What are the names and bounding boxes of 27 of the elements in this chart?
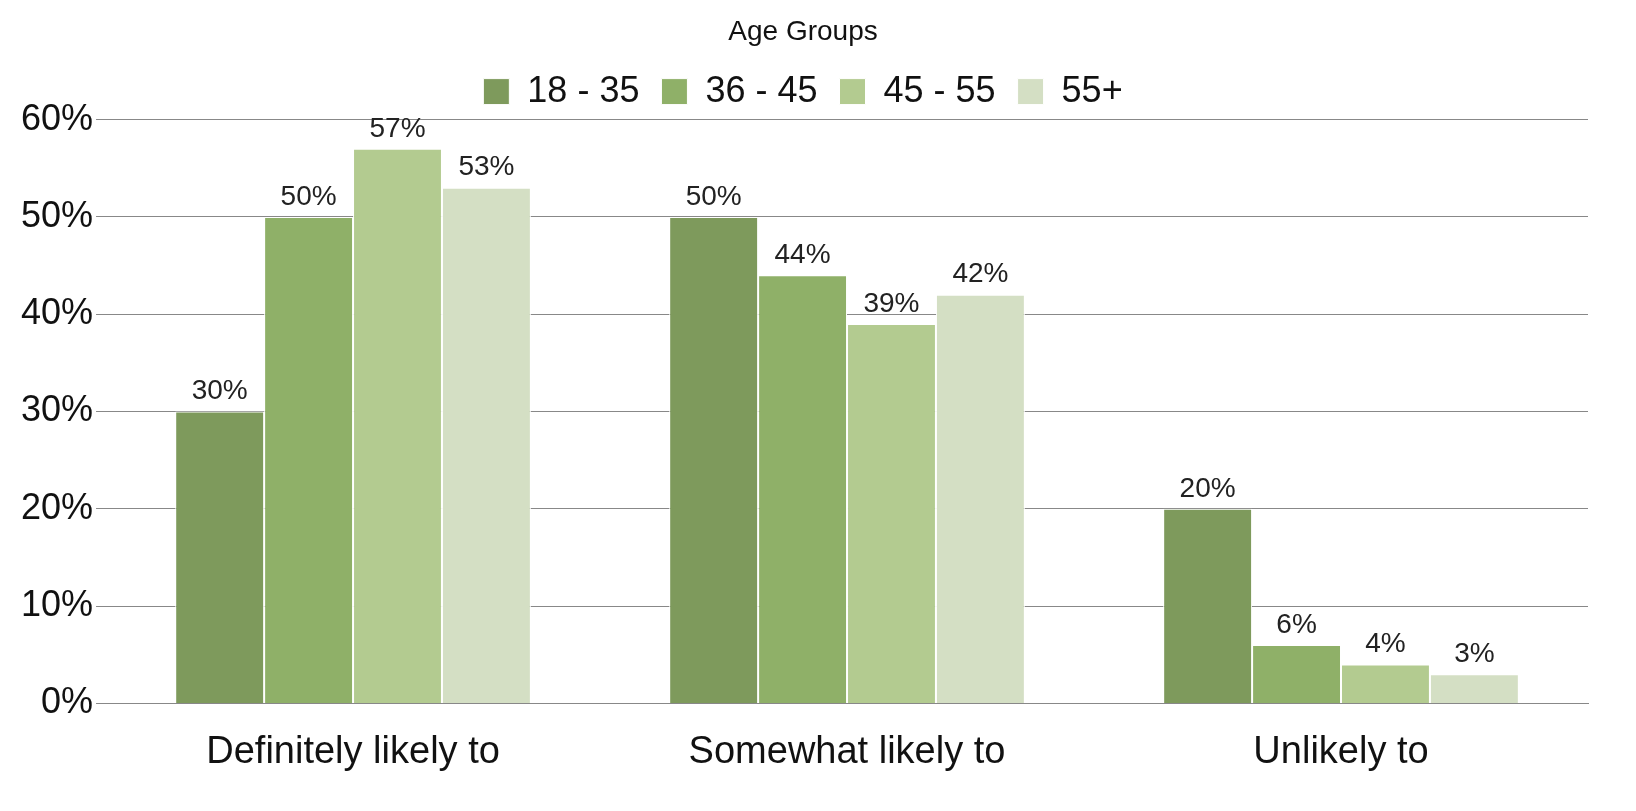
y-tick-label: 0% — [41, 680, 94, 722]
y-tick-label: 20% — [20, 485, 94, 527]
legend-label: 45 - 55 — [883, 68, 996, 110]
legend-label: 18 - 35 — [527, 68, 640, 110]
y-tick-label: 60% — [20, 96, 94, 138]
y-tick-label: 30% — [20, 388, 94, 430]
legend-title: Age Groups — [728, 14, 878, 46]
x-tick-label: Unlikely to — [1253, 728, 1429, 771]
data-label: 3% — [1454, 636, 1495, 668]
y-tick-label: 50% — [20, 193, 94, 235]
data-label: 6% — [1276, 607, 1317, 639]
data-label: 57% — [369, 111, 426, 143]
data-label: 50% — [280, 179, 337, 211]
data-label: 42% — [952, 257, 1009, 289]
data-label: 50% — [685, 179, 742, 211]
legend-label: 36 - 45 — [705, 68, 818, 110]
x-tick-label: Somewhat likely to — [688, 728, 1006, 771]
y-tick-label: 10% — [20, 583, 94, 625]
data-label: 44% — [774, 238, 831, 269]
y-tick-label: 40% — [20, 291, 94, 333]
data-label: 20% — [1179, 471, 1236, 503]
data-label: 30% — [191, 374, 248, 406]
legend-label: 55+ — [1061, 68, 1123, 110]
data-label: 4% — [1365, 627, 1406, 659]
data-label: 53% — [458, 150, 515, 182]
data-label: 39% — [863, 286, 920, 318]
x-tick-label: Definitely likely to — [206, 728, 500, 771]
